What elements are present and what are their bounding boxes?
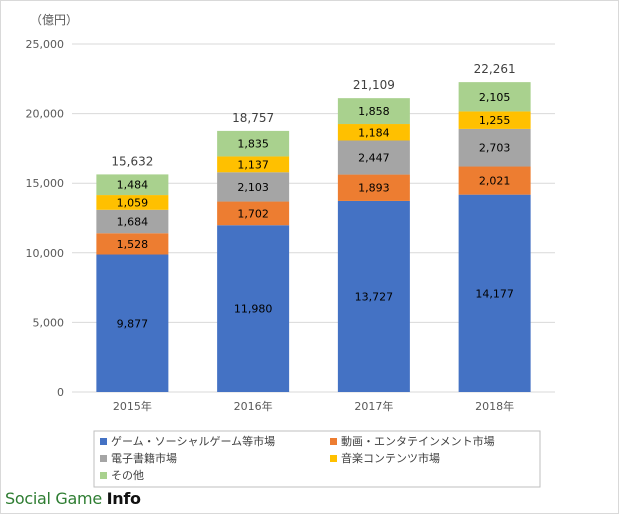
legend-label: 電子書籍市場 (111, 451, 177, 465)
legend-label: 動画・エンタテインメント市場 (341, 434, 495, 448)
bar-segment (96, 195, 169, 210)
x-tick-label: 2017年 (354, 399, 393, 413)
bar-segment (337, 174, 410, 201)
data-label: 11,980 (234, 303, 273, 316)
bar-segment (337, 140, 410, 175)
data-label: 1,702 (237, 207, 269, 220)
data-label: 1,893 (358, 182, 390, 195)
bar-segment (458, 166, 531, 195)
data-label: 9,877 (117, 317, 149, 330)
legend-swatch (100, 472, 107, 479)
bar-segment (217, 225, 290, 392)
y-tick-label: 0 (57, 386, 64, 399)
data-label: 1,137 (237, 158, 269, 171)
total-label: 22,261 (474, 62, 516, 76)
data-label: 2,021 (479, 175, 511, 188)
data-label: 1,059 (117, 196, 149, 209)
data-label: 1,528 (117, 238, 149, 251)
data-label: 13,727 (355, 290, 394, 303)
bar-segment (217, 156, 290, 173)
total-label: 15,632 (111, 154, 153, 168)
data-label: 1,484 (117, 179, 149, 192)
data-label: 1,255 (479, 114, 511, 127)
bar-segment (96, 174, 169, 196)
legend-label: その他 (111, 469, 144, 482)
bar-segment (458, 82, 531, 112)
bar-segment (337, 98, 410, 125)
data-label: 2,447 (358, 152, 390, 165)
bar-segment (96, 233, 169, 255)
data-label: 1,858 (358, 105, 390, 118)
data-label: 2,703 (479, 142, 511, 155)
x-tick-label: 2016年 (234, 399, 273, 413)
bar-segment (217, 201, 290, 226)
bar-segment (458, 194, 531, 392)
bar-segment (217, 172, 290, 202)
y-tick-label: 25,000 (26, 38, 65, 51)
legend-label: 音楽コンテンツ市場 (341, 451, 440, 465)
legend-swatch (100, 455, 107, 462)
total-label: 21,109 (353, 78, 395, 92)
bar-segment (458, 128, 531, 167)
data-label: 14,177 (475, 287, 514, 300)
legend-swatch (330, 455, 337, 462)
y-tick-label: 20,000 (26, 108, 65, 121)
bar-segment (217, 130, 290, 157)
data-label: 1,184 (358, 126, 390, 139)
bar-segment (337, 200, 410, 392)
data-label: 2,103 (237, 181, 269, 194)
y-tick-label: 5,000 (33, 316, 65, 329)
data-label: 2,105 (479, 91, 511, 104)
legend-swatch (330, 438, 337, 445)
legend-label: ゲーム・ソーシャルゲーム等市場 (111, 434, 275, 448)
x-tick-label: 2018年 (475, 399, 514, 413)
legend-swatch (100, 438, 107, 445)
bars: 9,877 1,528 1,684 1,059 1,484 15,632 11,980 1,7… (96, 62, 531, 392)
unit-label: （億円） (30, 13, 78, 27)
data-label: 1,684 (117, 216, 149, 229)
bar-segment (96, 254, 169, 392)
y-tick-label: 10,000 (26, 247, 65, 260)
x-tick-label: 2015年 (113, 399, 152, 413)
legend-box (93, 430, 541, 488)
bar-segment (458, 111, 531, 129)
bar-segment (96, 209, 169, 234)
watermark-text-bold: Info (106, 489, 141, 508)
watermark-text: Social Game (5, 489, 107, 508)
data-label: 1,835 (237, 138, 269, 151)
y-tick-label: 15,000 (26, 177, 65, 190)
x-axis-ticks: 2015年 2016年 2017年 2018年 (113, 399, 514, 413)
y-axis-ticks: 0 5,000 10,000 15,000 20,000 25,000 (26, 38, 65, 399)
bar-segment (337, 124, 410, 141)
watermark-logo: Social Game Info (5, 489, 141, 508)
total-label: 18,757 (232, 111, 274, 125)
